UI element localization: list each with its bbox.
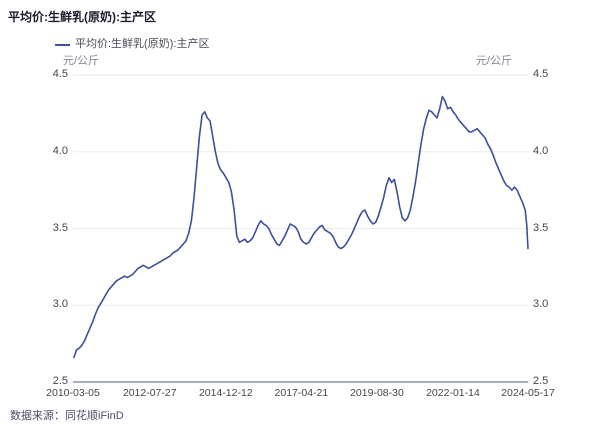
y-axis-unit-left: 元/公斤 — [63, 55, 100, 67]
y-axis-label-left: 3.0 — [52, 298, 68, 311]
legend-label: 平均价:生鲜乳(原奶):主产区 — [75, 38, 210, 50]
x-axis-label: 2019-08-30 — [350, 387, 404, 399]
y-axis-label-left: 3.5 — [52, 221, 68, 234]
y-axis-label-left: 2.5 — [52, 375, 68, 387]
x-axis-label: 2017-04-21 — [274, 387, 329, 399]
x-axis-label: 2010-03-05 — [46, 387, 100, 399]
legend-line-marker — [55, 43, 70, 46]
data-source: 数据来源：同花顺iFinD — [10, 410, 124, 422]
x-axis-label: 2012-07-27 — [122, 387, 177, 399]
y-axis-label-right: 3.5 — [533, 221, 549, 234]
y-axis-unit-right: 元/公斤 — [475, 55, 512, 67]
x-axis-label: 2014-12-12 — [198, 387, 253, 399]
price-line-series — [73, 95, 529, 359]
y-axis-label-right: 4.5 — [533, 68, 549, 80]
y-axis-label-left: 4.5 — [52, 68, 68, 80]
legend: 平均价:生鲜乳(原奶):主产区 — [55, 38, 209, 51]
y-axis-label-right: 2.5 — [533, 375, 549, 387]
y-axis-label-right: 4.0 — [533, 144, 549, 157]
y-axis-label-left: 4.0 — [52, 144, 68, 157]
chart-title: 平均价:生鲜乳(原奶):主产区 — [8, 10, 156, 24]
y-axis-label-right: 3.0 — [533, 298, 549, 311]
x-axis-label: 2022-01-14 — [426, 387, 480, 399]
x-axis-label: 2024-05-17 — [501, 387, 555, 399]
